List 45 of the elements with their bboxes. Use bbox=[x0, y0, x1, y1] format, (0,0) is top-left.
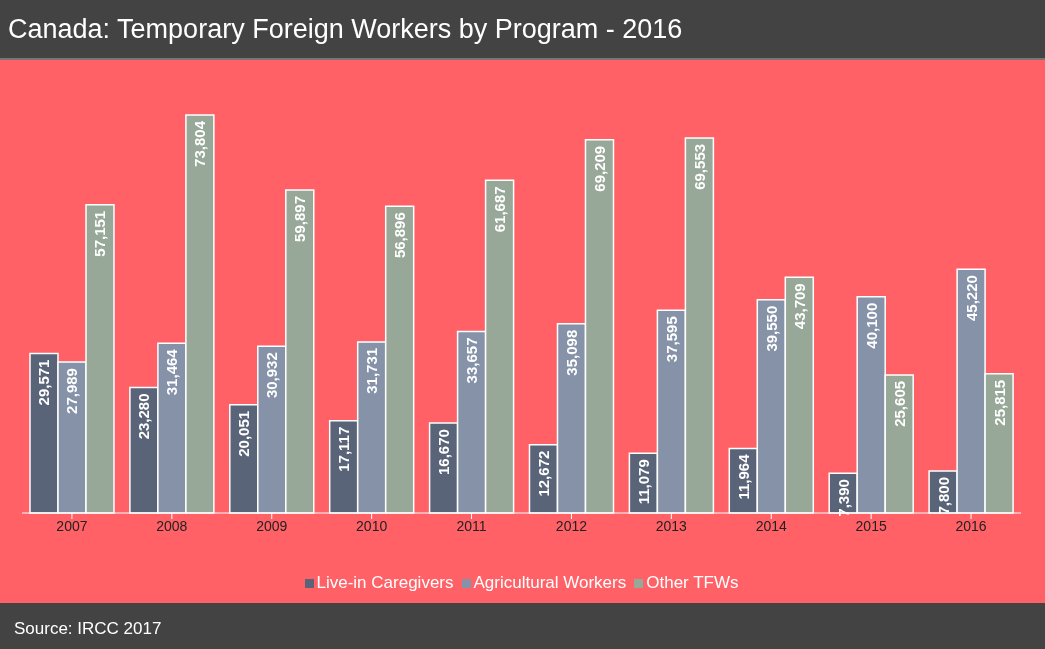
x-tick-label: 2009 bbox=[256, 517, 288, 534]
data-label: 33,657 bbox=[463, 337, 481, 384]
data-label: 37,595 bbox=[662, 316, 680, 363]
data-label: 35,098 bbox=[562, 329, 580, 376]
legend-label: Live-in Caregivers bbox=[315, 573, 454, 593]
data-label: 16,670 bbox=[435, 429, 453, 475]
data-label: 20,051 bbox=[235, 410, 253, 457]
data-label: 25,605 bbox=[890, 380, 908, 427]
x-tick-label: 2007 bbox=[56, 517, 88, 534]
data-label: 69,209 bbox=[590, 145, 608, 192]
data-label: 43,709 bbox=[790, 283, 808, 330]
data-label: 31,464 bbox=[163, 348, 181, 396]
x-tick-label: 2010 bbox=[356, 517, 388, 534]
data-label: 45,220 bbox=[962, 275, 980, 322]
x-tick-label: 2011 bbox=[456, 517, 487, 534]
data-label: 57,151 bbox=[91, 210, 109, 257]
data-label: 29,571 bbox=[35, 359, 53, 406]
data-label: 11,079 bbox=[634, 459, 652, 505]
source-note: Source: IRCC 2017 bbox=[14, 619, 162, 638]
data-label: 7,390 bbox=[834, 479, 852, 517]
data-label: 31,731 bbox=[363, 347, 381, 394]
x-tick-label: 2016 bbox=[955, 517, 987, 534]
data-label: 7,800 bbox=[934, 476, 952, 515]
data-label: 25,815 bbox=[990, 379, 1008, 426]
legend-label: Other TFWs bbox=[645, 573, 739, 593]
data-label: 12,672 bbox=[534, 450, 552, 497]
data-label: 17,117 bbox=[335, 426, 353, 472]
x-tick-label: 2014 bbox=[755, 517, 788, 534]
data-label: 39,550 bbox=[762, 305, 780, 352]
data-label: 30,932 bbox=[263, 352, 281, 399]
x-tick-label: 2013 bbox=[655, 517, 688, 534]
legend-label: Agricultural Workers bbox=[472, 573, 627, 593]
x-tick-label: 2008 bbox=[156, 517, 188, 534]
data-label: 11,964 bbox=[734, 453, 752, 500]
data-label: 59,897 bbox=[291, 196, 309, 242]
data-label: 40,100 bbox=[862, 302, 880, 349]
data-label: 69,553 bbox=[690, 143, 708, 190]
data-label: 27,989 bbox=[63, 368, 81, 414]
data-label: 56,896 bbox=[391, 212, 409, 259]
chart-title: Canada: Temporary Foreign Workers by Program - 2016 bbox=[0, 0, 1045, 60]
data-label: 61,687 bbox=[491, 186, 509, 233]
data-label: 73,804 bbox=[191, 120, 209, 167]
x-tick-label: 2015 bbox=[855, 517, 887, 534]
data-label: 23,280 bbox=[135, 393, 153, 440]
x-tick-label: 2012 bbox=[555, 517, 588, 534]
